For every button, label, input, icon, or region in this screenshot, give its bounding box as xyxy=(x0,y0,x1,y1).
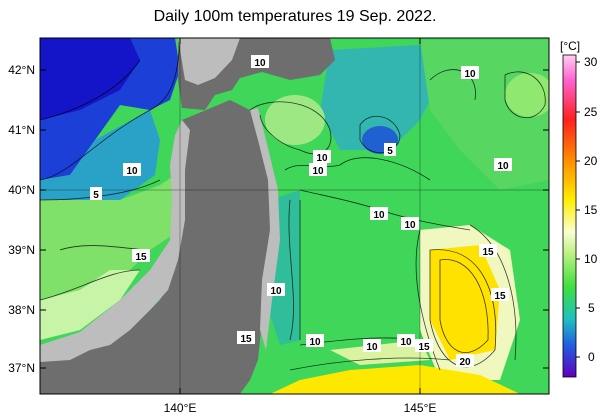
contour-label: 10 xyxy=(373,210,385,221)
lon-tick-label: 140°E xyxy=(164,401,197,415)
contour-label: 10 xyxy=(254,58,266,69)
contour-label: 10 xyxy=(400,337,412,348)
contour-label: 10 xyxy=(309,337,321,348)
graticule xyxy=(40,38,549,394)
contour-label: 10 xyxy=(126,166,138,177)
contour-label: 20 xyxy=(459,357,471,368)
colorbar-scale xyxy=(562,54,577,378)
contour-label: 15 xyxy=(135,252,147,263)
contour-label: 10 xyxy=(312,166,324,177)
colorbar-tick: 15 xyxy=(584,203,598,217)
contour-label: 5 xyxy=(93,190,99,201)
lat-tick-label: 37°N xyxy=(8,361,35,375)
map-frame xyxy=(39,37,550,395)
land-honshu xyxy=(40,100,275,394)
lat-tick-label: 40°N xyxy=(8,183,35,197)
lat-tick-label: 39°N xyxy=(8,243,35,257)
contour-labels: 10 10 5 10 10 10 5 10 10 10 15 10 15 15 … xyxy=(90,55,512,368)
lat-tick-label: 42°N xyxy=(8,63,35,77)
map-title: Daily 100m temperatures 19 Sep. 2022. xyxy=(153,8,437,25)
contour-label: 15 xyxy=(494,291,506,302)
colorbar: [°C] 30 25 20 15 10 5 0 xyxy=(560,39,598,378)
warm-kuroshio-south xyxy=(270,365,520,394)
colorbar-unit: [°C] xyxy=(560,39,580,53)
lon-axis: 140°E 145°E xyxy=(164,38,437,415)
warm-eddy-north xyxy=(265,95,325,145)
contour-label: 10 xyxy=(464,69,476,80)
colorbar-tick: 25 xyxy=(584,105,598,119)
contour-label: 10 xyxy=(366,342,378,353)
contour-label: 15 xyxy=(240,334,252,345)
colorbar-tick: 5 xyxy=(588,301,595,315)
contour-label: 15 xyxy=(418,342,430,353)
contour-label: 10 xyxy=(497,161,509,172)
colorbar-tick: 10 xyxy=(584,252,598,266)
lon-tick-label: 145°E xyxy=(404,401,437,415)
contour-label: 5 xyxy=(387,146,393,157)
contour-label: 15 xyxy=(482,247,494,258)
contour-label: 10 xyxy=(270,286,282,297)
lat-tick-label: 41°N xyxy=(8,123,35,137)
colorbar-tick: 30 xyxy=(584,55,598,69)
lat-tick-label: 38°N xyxy=(8,303,35,317)
colorbar-tick: 0 xyxy=(588,350,595,364)
colorbar-tick: 20 xyxy=(584,154,598,168)
contour-label: 10 xyxy=(316,153,328,164)
contour-lines xyxy=(40,39,546,371)
contour-label: 10 xyxy=(404,220,416,231)
lat-axis: 42°N 41°N 40°N 39°N 38°N 37°N xyxy=(8,63,549,375)
